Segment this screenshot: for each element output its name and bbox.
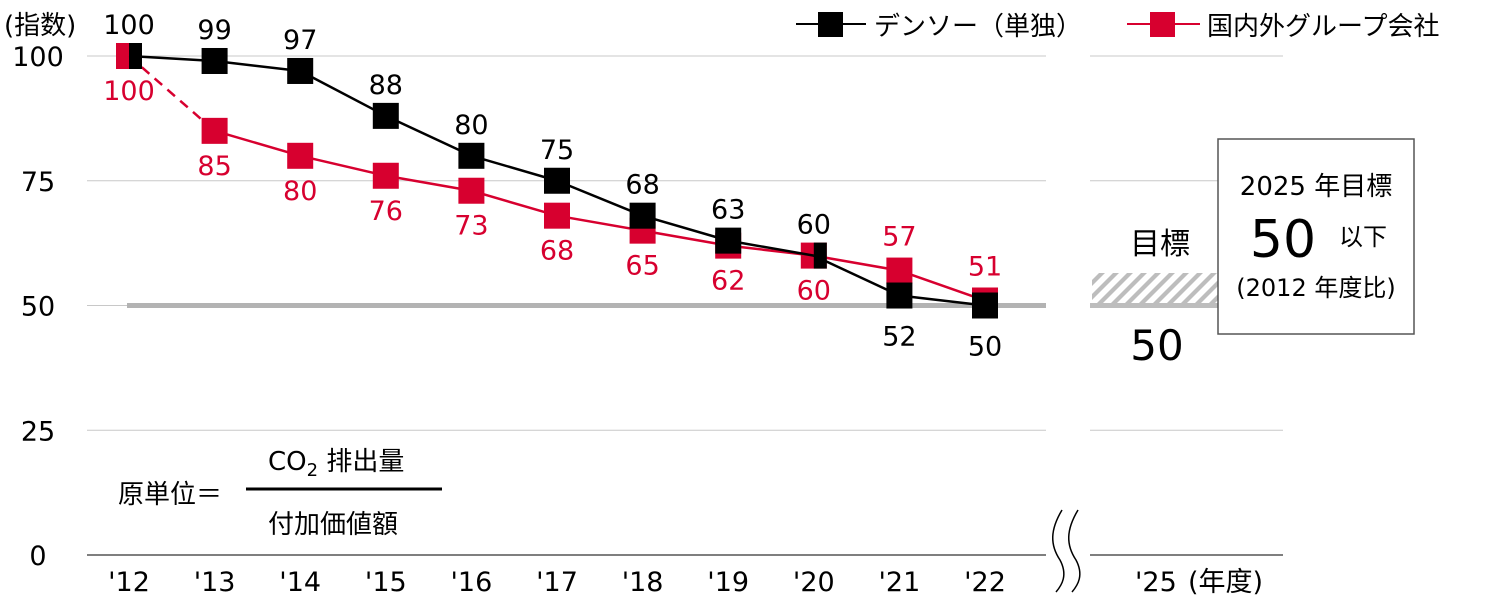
marker-group bbox=[372, 162, 399, 189]
data-label-denso: 63 bbox=[711, 195, 745, 226]
y-tick-label: 100 bbox=[12, 42, 64, 73]
formula-numerator: CO2 排出量 bbox=[268, 447, 404, 481]
target-panel: 目標 50 2025 年目標 50 以下 (2012 年度比) bbox=[1090, 138, 1415, 370]
marker-denso bbox=[287, 57, 314, 84]
data-label-denso: 88 bbox=[369, 70, 403, 101]
marker-denso bbox=[129, 43, 142, 69]
x-axis-ticks: '12 '13 '14 '15 '16 '17 '18 '19 '20 '21 '22 '25 (年度) bbox=[108, 567, 1263, 598]
data-label-group: 57 bbox=[882, 222, 916, 253]
target-box-suffix: 以下 bbox=[1339, 223, 1387, 251]
marker-denso bbox=[458, 142, 485, 169]
data-label-denso: 60 bbox=[797, 210, 831, 241]
x-tick-label: '14 bbox=[279, 567, 321, 598]
data-label-denso: 97 bbox=[283, 25, 317, 56]
data-labels: 100 99 97 88 80 75 68 63 60 52 50 100 85 80 76 73 68 65 62… bbox=[103, 10, 1002, 363]
data-label-group: 76 bbox=[369, 196, 403, 227]
data-label-denso: 80 bbox=[454, 110, 488, 141]
target-box-baseline: (2012 年度比) bbox=[1236, 274, 1395, 302]
data-label-group: 60 bbox=[797, 276, 831, 307]
target-box bbox=[1217, 138, 1415, 335]
data-label-group: 85 bbox=[197, 151, 231, 182]
y-tick-label: 50 bbox=[21, 292, 55, 323]
y-tick-label: 75 bbox=[21, 167, 55, 198]
x-tick-label: '12 bbox=[108, 567, 150, 598]
series-lines bbox=[116, 43, 998, 319]
marker-denso bbox=[544, 167, 570, 194]
target-hatch bbox=[1092, 273, 1218, 303]
marker-denso bbox=[972, 292, 998, 319]
x-tick-label: '21 bbox=[879, 567, 921, 598]
marker-denso bbox=[886, 282, 913, 309]
x-tick-label-target: '25 bbox=[1135, 567, 1177, 598]
marker-group bbox=[201, 117, 228, 144]
legend-label-denso: デンソー（単独） bbox=[874, 12, 1082, 42]
data-label-group: 68 bbox=[540, 236, 574, 267]
axis-break-icon bbox=[1052, 509, 1081, 593]
marker-denso bbox=[629, 202, 656, 229]
x-axis-unit: (年度) bbox=[1188, 567, 1263, 598]
legend-label-group: 国内外グループ会社 bbox=[1207, 12, 1439, 42]
marker-group bbox=[287, 142, 314, 169]
formula-denominator: 付加価値額 bbox=[268, 510, 398, 540]
data-label-denso: 68 bbox=[625, 170, 659, 201]
y-tick-label: 0 bbox=[29, 541, 46, 572]
marker-denso bbox=[201, 47, 228, 74]
x-tick-label: '22 bbox=[964, 567, 1006, 598]
x-tick-label: '17 bbox=[536, 567, 578, 598]
data-label-group: 73 bbox=[454, 211, 488, 242]
x-tick-label: '19 bbox=[707, 567, 749, 598]
legend-marker-denso bbox=[818, 12, 843, 37]
target-box-value: 50 bbox=[1250, 210, 1316, 270]
marker-group bbox=[544, 202, 570, 229]
marker-denso bbox=[715, 227, 742, 254]
x-tick-label: '20 bbox=[793, 567, 835, 598]
data-label-group: 51 bbox=[968, 252, 1002, 283]
data-label-denso: 50 bbox=[968, 332, 1002, 363]
legend: デンソー（単独） 国内外グループ会社 bbox=[796, 12, 1439, 42]
target-box-title: 2025 年目標 bbox=[1240, 172, 1392, 202]
data-label-group: 65 bbox=[625, 251, 659, 282]
legend-marker-group bbox=[1150, 12, 1175, 37]
marker-group bbox=[886, 257, 913, 284]
data-label-denso: 52 bbox=[882, 322, 916, 353]
x-tick-label: '16 bbox=[451, 567, 493, 598]
y-axis-ticks: 0 25 50 75 100(指数) bbox=[4, 11, 76, 572]
marker-denso bbox=[813, 242, 827, 269]
data-label-denso: 99 bbox=[197, 15, 231, 46]
data-label-group: 100 bbox=[103, 76, 155, 107]
x-tick-label: '15 bbox=[365, 567, 407, 598]
data-label-group: 80 bbox=[283, 176, 317, 207]
marker-denso bbox=[372, 102, 399, 129]
y-tick-label: 25 bbox=[21, 416, 55, 447]
marker-group bbox=[458, 177, 485, 204]
target-value: 50 bbox=[1130, 321, 1183, 370]
formula-lhs: 原単位＝ bbox=[118, 480, 222, 510]
y-axis-unit: (指数) bbox=[4, 11, 76, 41]
target-label: 目標 bbox=[1130, 227, 1190, 262]
data-label-denso: 75 bbox=[540, 135, 574, 166]
data-label-group: 62 bbox=[711, 266, 745, 297]
x-tick-label: '18 bbox=[622, 567, 664, 598]
data-label-denso: 100 bbox=[103, 10, 155, 41]
x-tick-label: '13 bbox=[194, 567, 236, 598]
